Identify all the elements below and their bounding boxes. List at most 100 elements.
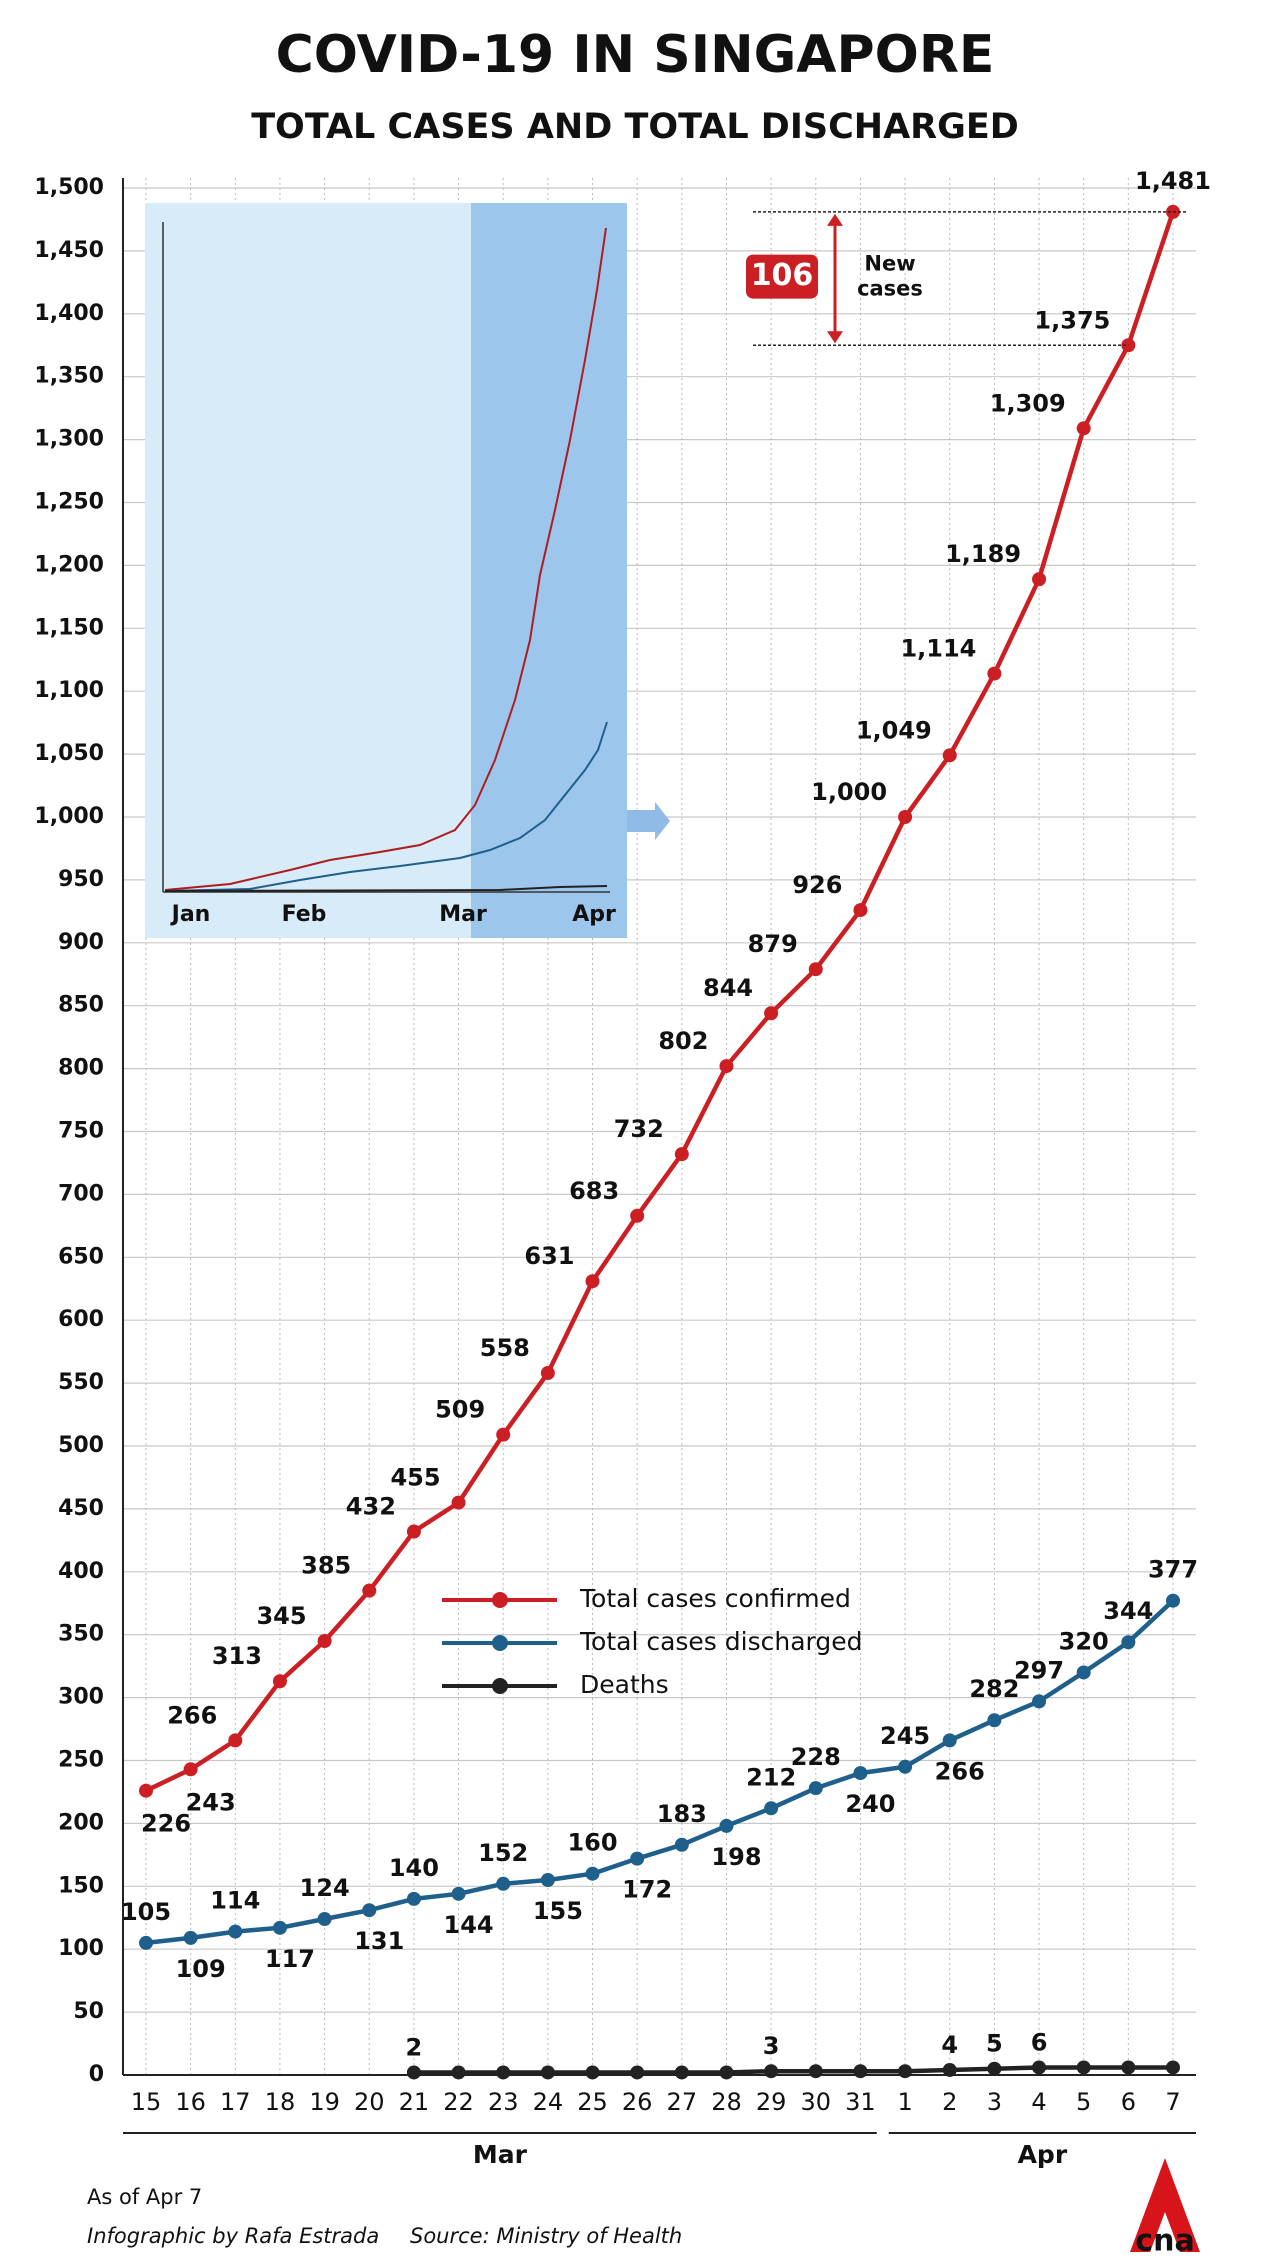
y-tick-label: 0 [89, 2062, 104, 2087]
y-tick-label: 150 [58, 1873, 104, 1898]
x-tick-label: 16 [175, 2088, 206, 2116]
data-label: 879 [748, 930, 798, 958]
x-tick-label: 27 [667, 2088, 698, 2116]
data-label: 385 [301, 1552, 351, 1580]
data-point [898, 810, 913, 824]
y-tick-label: 1,100 [34, 678, 104, 703]
y-tick-label: 450 [58, 1496, 104, 1521]
y-tick-label: 1,350 [34, 364, 104, 389]
legend-label: Total cases confirmed [579, 1584, 851, 1613]
data-point [898, 2064, 913, 2079]
x-tick-label: 18 [265, 2088, 296, 2116]
data-label: 266 [935, 1757, 985, 1785]
data-point [853, 2064, 868, 2079]
inset-discharged-line [164, 721, 608, 892]
arrow-head [827, 331, 843, 344]
data-point [853, 1766, 868, 1781]
x-tick-label: 29 [756, 2088, 787, 2116]
x-tick-label: 19 [309, 2088, 340, 2116]
data-label: 683 [569, 1177, 619, 1205]
y-tick-label: 850 [58, 993, 104, 1018]
arrow-head [827, 213, 843, 226]
x-tick-label: 28 [711, 2088, 742, 2116]
data-point [1032, 572, 1047, 587]
data-label: 732 [614, 1115, 664, 1143]
data-label: 455 [390, 1464, 440, 1492]
data-point [362, 1903, 377, 1918]
data-point [987, 2061, 1002, 2076]
data-label: 131 [354, 1927, 404, 1955]
data-label: 297 [1014, 1656, 1064, 1684]
group-label: Apr [1018, 2140, 1068, 2169]
data-label: 1,309 [990, 389, 1066, 417]
y-tick-label: 500 [58, 1433, 104, 1458]
data-label: 1,049 [856, 716, 932, 744]
data-label: 345 [256, 1602, 306, 1630]
annotation-value: 106 [751, 258, 814, 293]
data-label: 183 [657, 1800, 707, 1828]
y-tick-label: 50 [73, 1999, 104, 2024]
logo-mark [1130, 2158, 1200, 2252]
x-tick-label: 24 [533, 2088, 564, 2116]
y-tick-label: 100 [58, 1936, 104, 1961]
data-label: 313 [212, 1642, 262, 1670]
x-tick-label: 15 [131, 2088, 162, 2116]
data-point [272, 1674, 287, 1689]
data-point [585, 1866, 600, 1881]
data-point [674, 1147, 689, 1162]
data-point [183, 1762, 198, 1777]
x-tick-label: 3 [987, 2088, 1002, 2116]
data-point [808, 1781, 823, 1796]
data-point [674, 1837, 689, 1852]
y-tick-label: 1,250 [34, 490, 104, 515]
data-point [585, 2065, 600, 2080]
data-point [1076, 2060, 1091, 2075]
y-tick-label: 600 [58, 1307, 104, 1332]
inset-highlight [471, 203, 627, 938]
data-label: 114 [210, 1887, 260, 1915]
data-label: 160 [567, 1829, 617, 1857]
y-tick-label: 1,200 [34, 552, 104, 577]
data-label: 266 [167, 1701, 217, 1729]
data-point [1166, 1593, 1180, 1608]
x-tick-label: 26 [622, 2088, 653, 2116]
y-tick-label: 300 [58, 1685, 104, 1710]
source: Source: Ministry of Health [410, 2224, 682, 2248]
inset-deaths-line [164, 885, 608, 892]
data-label: 1,189 [945, 540, 1021, 568]
annotation-text: New [864, 252, 915, 276]
legend-label: Deaths [580, 1670, 669, 1699]
data-label: 1,481 [1135, 167, 1211, 195]
series-line [413, 2065, 1173, 2075]
data-point [942, 2062, 957, 2077]
data-label: 109 [176, 1955, 226, 1983]
annotation-box [746, 254, 818, 299]
legend-marker [492, 1592, 508, 1608]
inset-x-label: Mar [439, 902, 487, 927]
data-point [540, 1366, 555, 1381]
x-tick-label: 5 [1076, 2088, 1091, 2116]
series-line [145, 1599, 1175, 1946]
x-tick-label: 21 [399, 2088, 430, 2116]
data-point [719, 2065, 734, 2080]
x-tick-label: 1 [897, 2088, 912, 2116]
inset-x-label: Apr [572, 902, 616, 927]
inset-chart: Jan Feb Mar Apr [145, 203, 670, 938]
data-point [764, 2064, 779, 2079]
legend-marker [492, 1678, 508, 1694]
y-tick-label: 1,050 [34, 741, 104, 766]
y-tick-label: 900 [58, 930, 104, 955]
y-tick-label: 1,300 [34, 427, 104, 452]
data-point [630, 2065, 645, 2080]
data-label: 344 [1103, 1597, 1153, 1625]
data-point [540, 2065, 555, 2080]
legend-marker [492, 1635, 508, 1651]
data-label: 1,375 [1034, 306, 1110, 334]
data-point [1032, 1694, 1047, 1709]
inset-cases-line [164, 227, 607, 891]
data-label: 212 [746, 1763, 796, 1791]
data-point [987, 1713, 1002, 1728]
y-tick-label: 800 [58, 1056, 104, 1081]
y-tick-label: 700 [58, 1181, 104, 1206]
